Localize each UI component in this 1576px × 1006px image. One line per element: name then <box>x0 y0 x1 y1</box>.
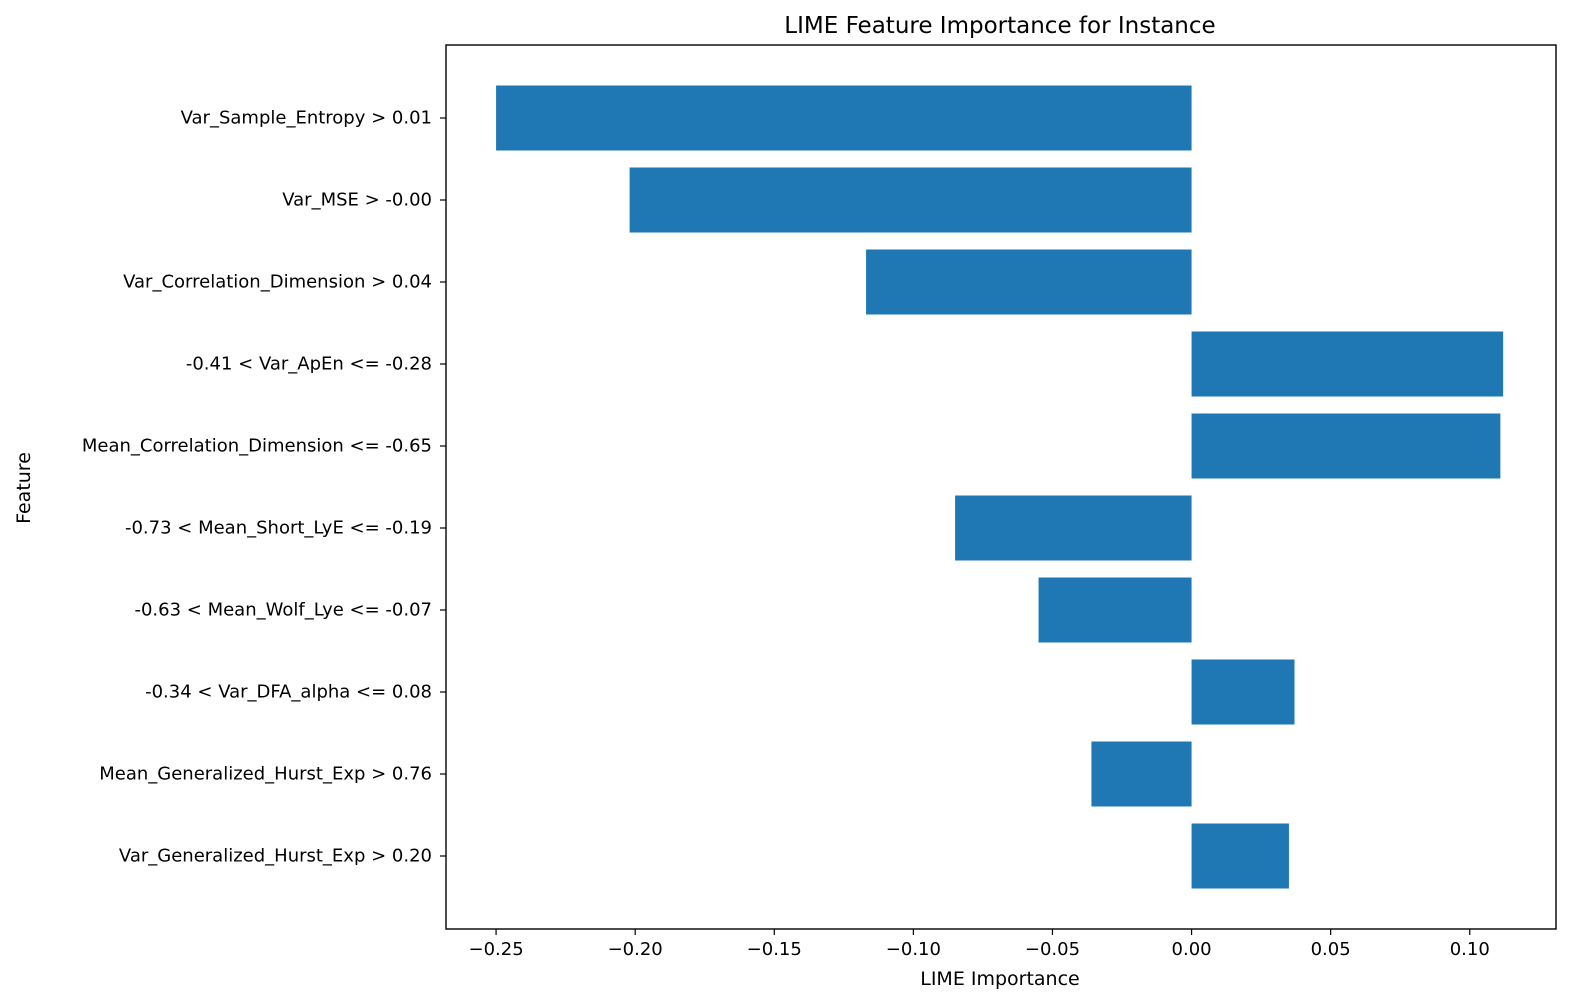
bar-7 <box>1191 659 1295 725</box>
chart-title: LIME Feature Importance for Instance <box>784 13 1215 39</box>
x-tick-label-4: −0.05 <box>1025 939 1080 960</box>
x-tick-label-3: −0.10 <box>886 939 941 960</box>
bar-6 <box>1038 577 1192 643</box>
y-tick-label-2: Var_Correlation_Dimension > 0.04 <box>123 272 432 293</box>
y-tick-label-1: Var_MSE > -0.00 <box>282 190 432 211</box>
x-axis-label: LIME Importance <box>920 968 1080 990</box>
bar-4 <box>1191 413 1501 479</box>
y-tick-label-3: -0.41 < Var_ApEn <= -0.28 <box>186 354 432 375</box>
bar-9 <box>1191 823 1289 889</box>
x-tick-label-0: −0.25 <box>468 939 523 960</box>
y-tick-label-5: -0.73 < Mean_Short_LyE <= -0.19 <box>125 518 432 539</box>
bars-group <box>496 85 1504 889</box>
bar-1 <box>629 167 1192 233</box>
plot-frame <box>445 44 1557 930</box>
y-tick-label-7: -0.34 < Var_DFA_alpha <= 0.08 <box>145 682 432 703</box>
y-axis-label: Feature <box>13 452 35 524</box>
x-tick-label-6: 0.05 <box>1311 939 1351 960</box>
bar-2 <box>866 249 1192 315</box>
y-tick-label-9: Var_Generalized_Hurst_Exp > 0.20 <box>119 846 432 867</box>
x-tick-label-5: 0.00 <box>1172 939 1212 960</box>
x-tick-label-7: 0.10 <box>1450 939 1490 960</box>
x-tick-label-1: −0.20 <box>608 939 663 960</box>
y-tick-label-8: Mean_Generalized_Hurst_Exp > 0.76 <box>99 764 432 785</box>
y-ticks-group: Var_Sample_Entropy > 0.01 Var_MSE > -0.00… <box>82 108 446 867</box>
x-ticks-group: −0.25 −0.20 −0.15 −0.10 −0.05 0.00 0.05 0.10 <box>468 929 1490 960</box>
bar-0 <box>496 85 1192 151</box>
bar-8 <box>1091 741 1192 807</box>
x-tick-label-2: −0.15 <box>747 939 802 960</box>
bar-3 <box>1191 331 1504 397</box>
y-tick-label-4: Mean_Correlation_Dimension <= -0.65 <box>82 436 432 457</box>
bar-5 <box>955 495 1192 561</box>
y-tick-label-6: -0.63 < Mean_Wolf_Lye <= -0.07 <box>134 600 432 621</box>
y-tick-label-0: Var_Sample_Entropy > 0.01 <box>181 108 432 129</box>
